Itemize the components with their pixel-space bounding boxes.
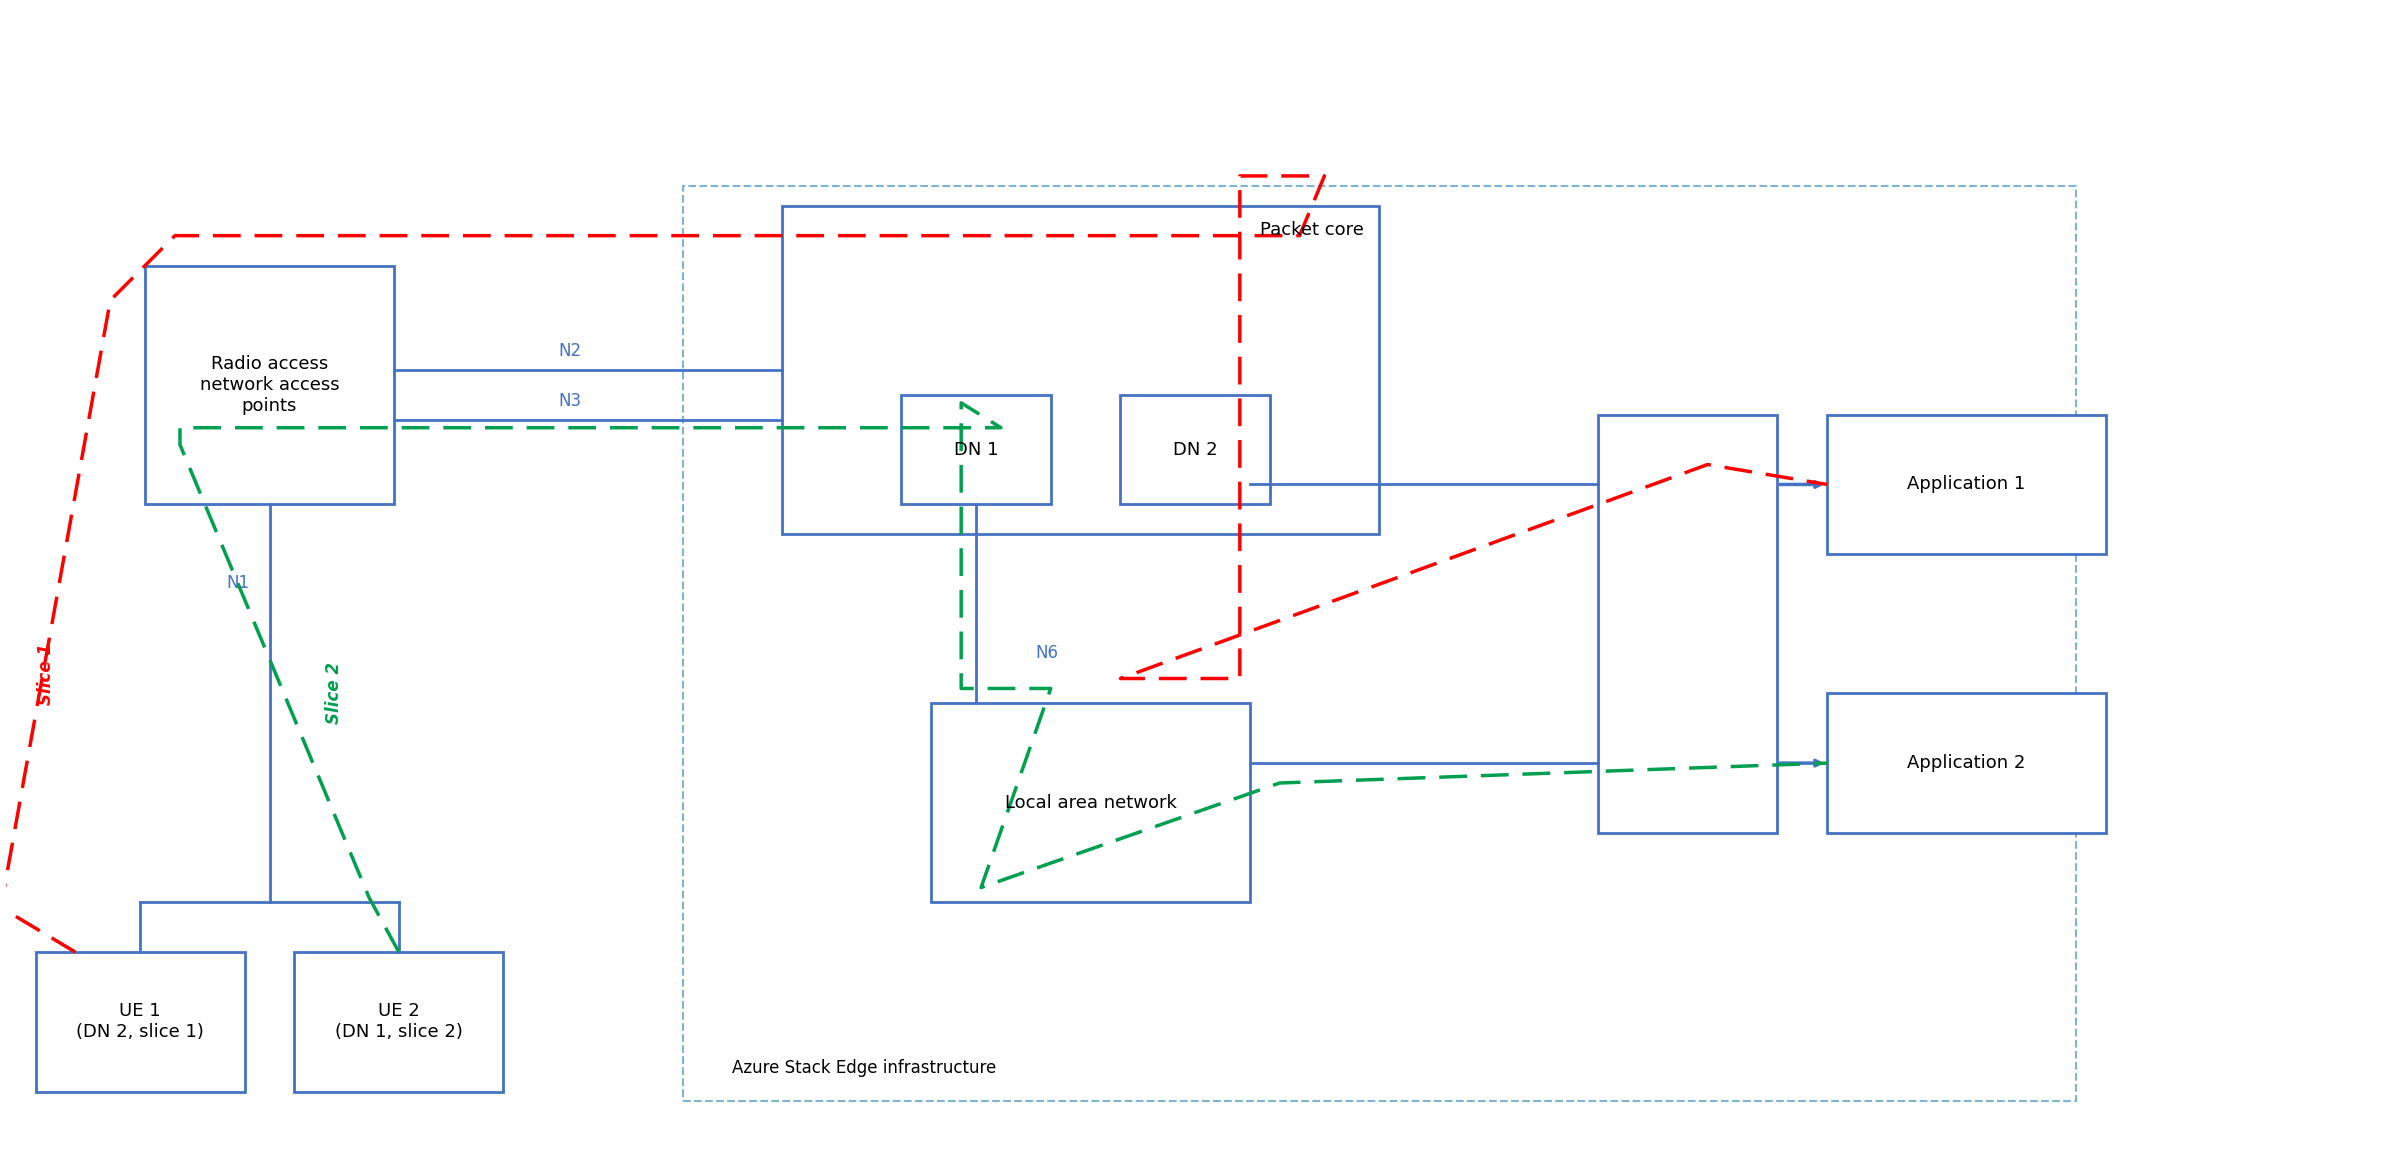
- Text: Packet core: Packet core: [1259, 220, 1365, 239]
- Bar: [294, 952, 503, 1092]
- Bar: [1120, 395, 1269, 504]
- Bar: [932, 704, 1250, 902]
- Text: DN 1: DN 1: [954, 441, 999, 458]
- Text: Application 1: Application 1: [1907, 475, 2025, 494]
- Text: UE 1
(DN 2, slice 1): UE 1 (DN 2, slice 1): [77, 1003, 205, 1041]
- Text: Azure Stack Edge infrastructure: Azure Stack Edge infrastructure: [732, 1058, 997, 1077]
- Text: Slice 2: Slice 2: [325, 662, 344, 725]
- Text: DN 2: DN 2: [1173, 441, 1218, 458]
- Text: Slice 1: Slice 1: [36, 643, 55, 705]
- Text: UE 2
(DN 1, slice 2): UE 2 (DN 1, slice 2): [335, 1003, 462, 1041]
- Text: N2: N2: [559, 342, 580, 360]
- Bar: [1828, 694, 2105, 833]
- Text: Radio access
network access
points: Radio access network access points: [200, 355, 340, 414]
- Bar: [144, 265, 395, 504]
- Bar: [901, 395, 1050, 504]
- Bar: [36, 952, 246, 1092]
- Bar: [681, 186, 2076, 1101]
- Text: N6: N6: [1035, 644, 1060, 661]
- Bar: [1828, 414, 2105, 554]
- Text: Local area network: Local area network: [1004, 794, 1178, 812]
- Text: Application 2: Application 2: [1907, 754, 2025, 772]
- Bar: [1599, 414, 1777, 833]
- Text: N1: N1: [226, 574, 250, 592]
- Text: N3: N3: [559, 392, 580, 410]
- Bar: [783, 205, 1380, 534]
